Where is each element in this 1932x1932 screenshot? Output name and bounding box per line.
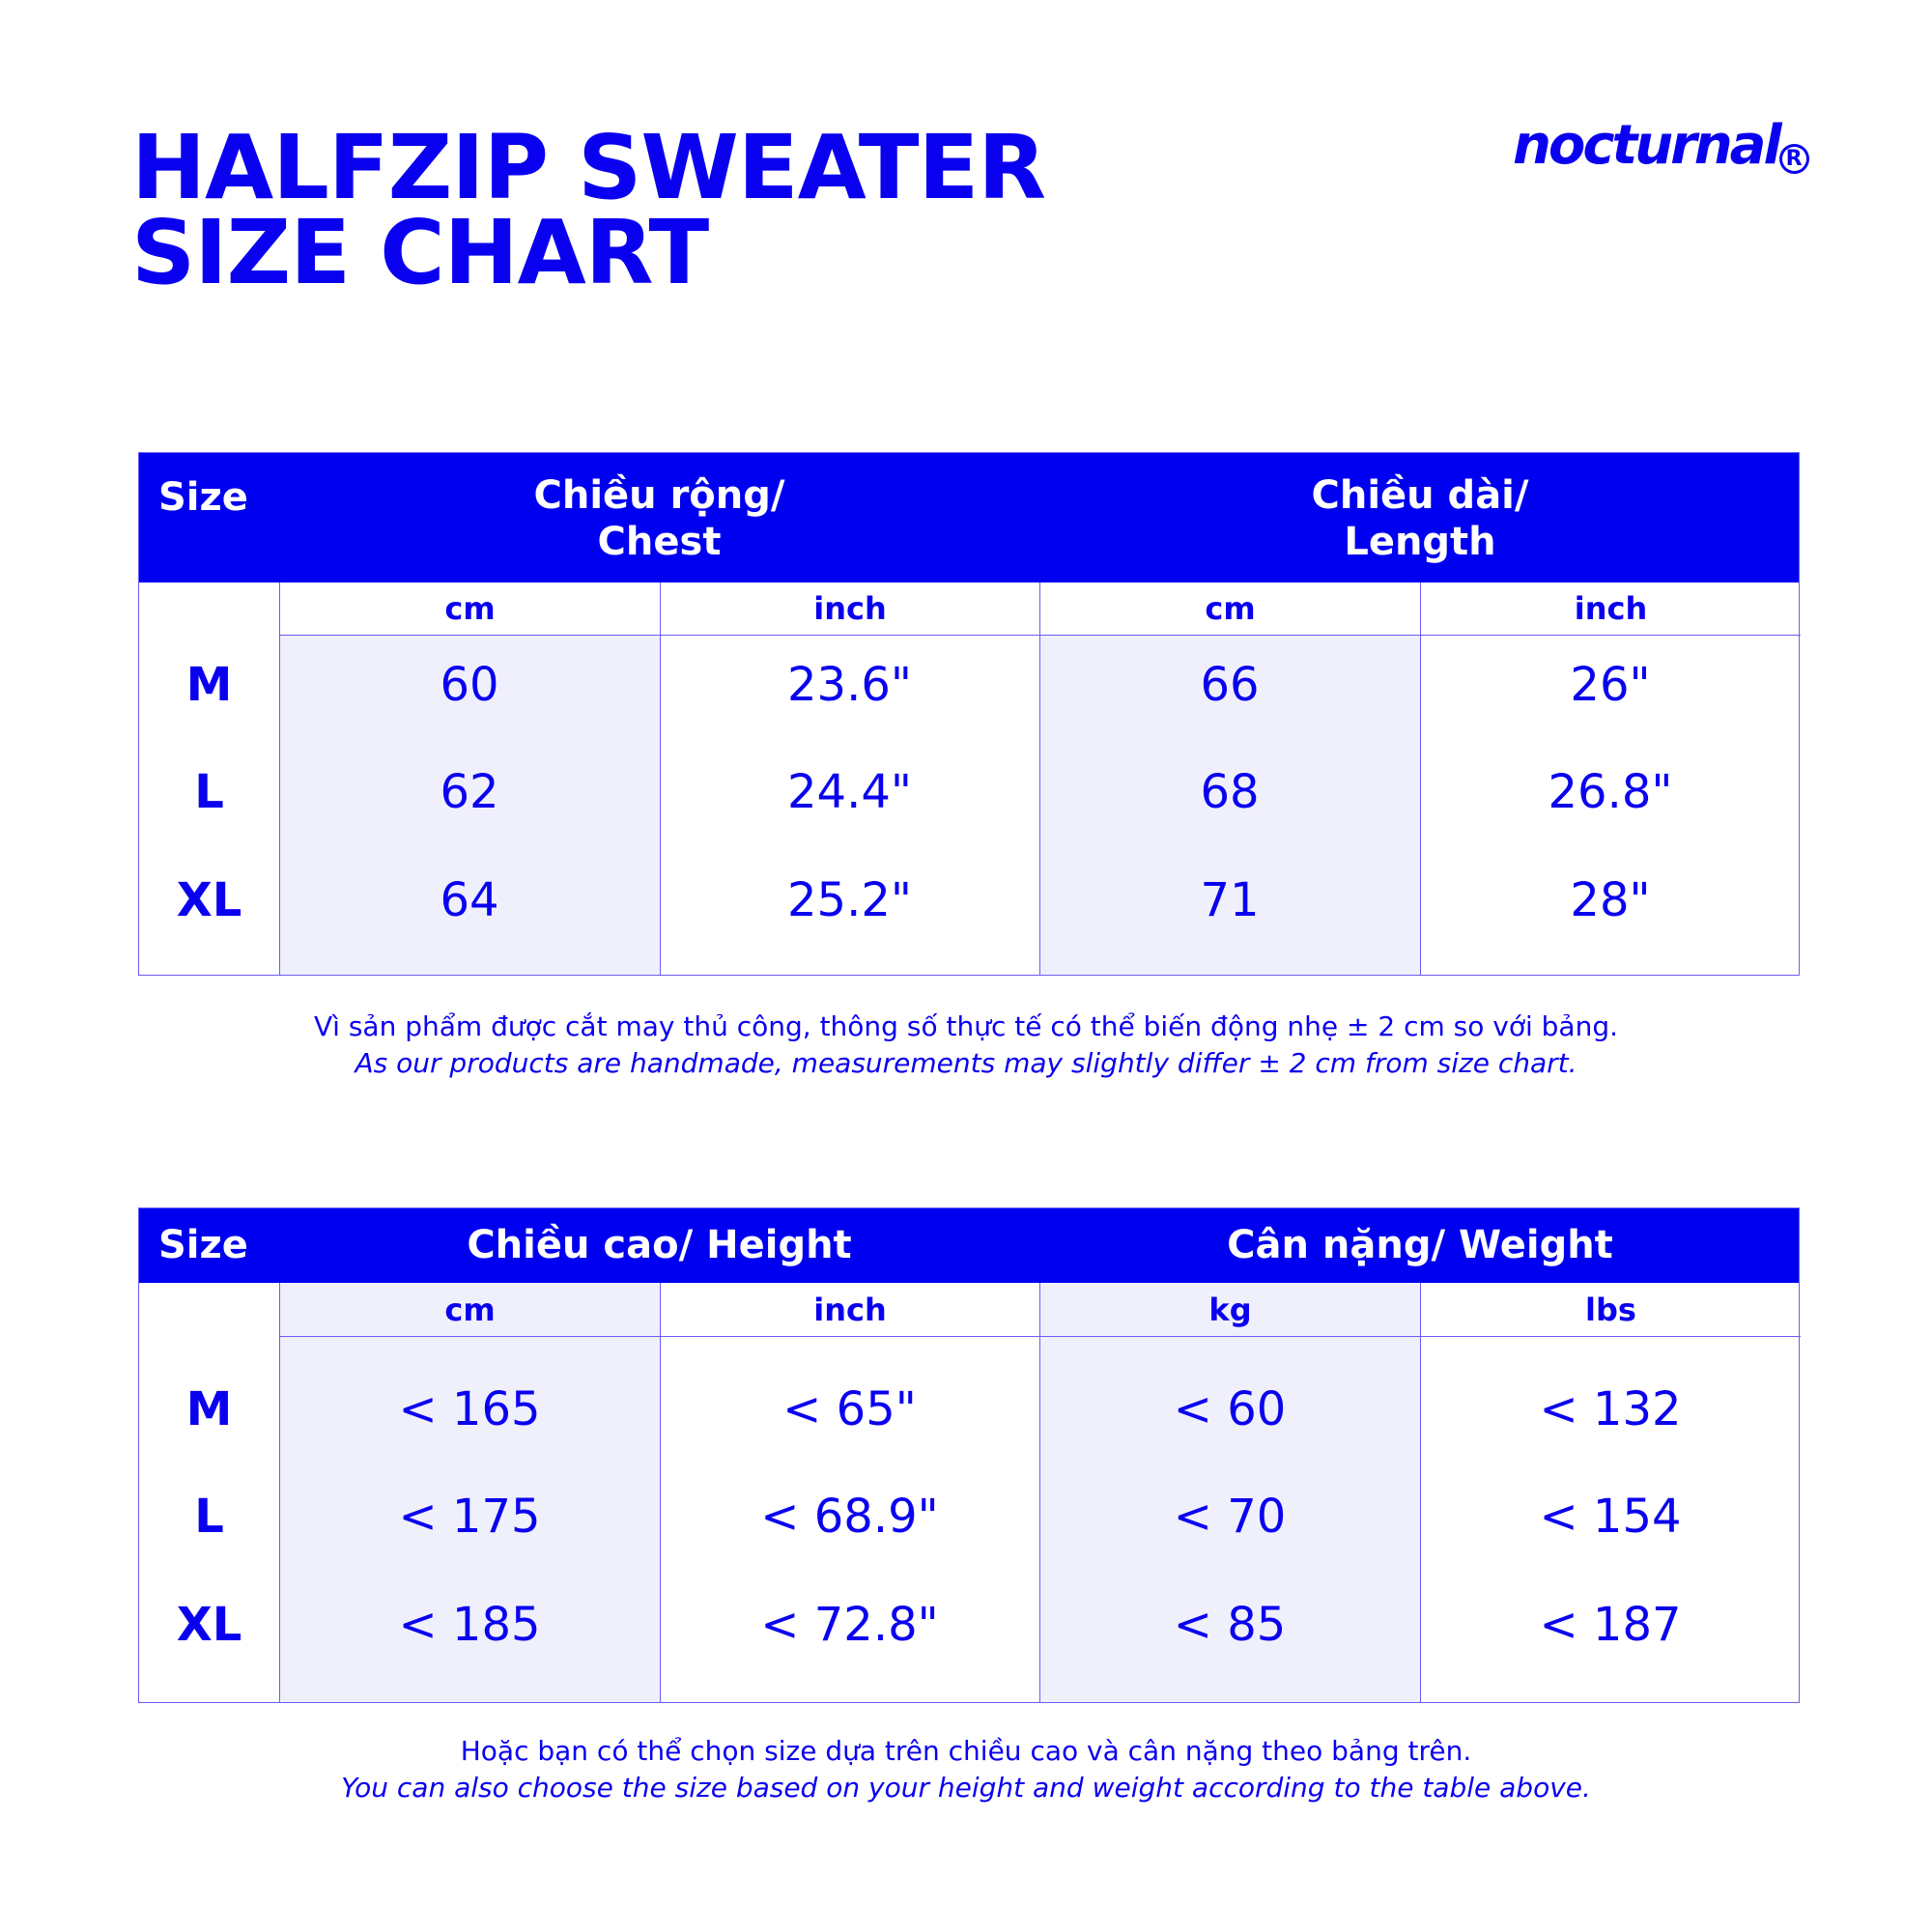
size-table-body: cm inch kg lbs Size Chiều cao/ Height Cân n… [138, 1208, 1801, 1703]
column-bg [660, 636, 1039, 975]
size-label: L [194, 1490, 224, 1544]
cell-value: 26" [1570, 658, 1651, 712]
brand-name: nocturnal [1513, 114, 1782, 177]
table-header: Size Chiều rộng/ Chest Chiều dài/ Length [139, 453, 1799, 582]
column-bg [660, 1283, 1039, 1702]
column-bg [1039, 1283, 1420, 1702]
unit-header: inch [1420, 582, 1801, 636]
column-bg [279, 1283, 660, 1702]
cell-value: < 70 [1173, 1490, 1287, 1544]
unit-header: inch [660, 1283, 1039, 1337]
unit-header: inch [660, 582, 1039, 636]
cell-value: < 72.8" [760, 1598, 939, 1652]
group-header: Chiều rộng/ Chest [533, 473, 785, 564]
size-label: M [185, 658, 233, 712]
size-label: M [185, 1382, 233, 1436]
cell-value: < 60 [1173, 1382, 1287, 1436]
cell-value: 71 [1200, 873, 1260, 927]
group-header: Chiều dài/ Length [1311, 473, 1529, 564]
page-title: HALFZIP SWEATER SIZE CHART [131, 116, 1046, 304]
column-bg [1039, 636, 1420, 975]
cell-value: 23.6" [787, 658, 912, 712]
column-bg [1420, 1283, 1801, 1702]
brand-logo: nocturnal R [1513, 114, 1809, 177]
table-header: Size Chiều cao/ Height Cân nặng/ Weight [139, 1208, 1799, 1283]
cell-value: < 185 [398, 1598, 541, 1652]
cell-value: 64 [440, 873, 499, 927]
cell-value: < 165 [398, 1382, 541, 1436]
title-line-1: HALFZIP SWEATER [131, 116, 1046, 219]
group-header: Chiều cao/ Height [467, 1223, 852, 1267]
registered-mark: R [1778, 144, 1809, 174]
note-en-2: You can also choose the size based on yo… [341, 1772, 1591, 1804]
unit-header: cm [1039, 582, 1420, 636]
cell-value: < 132 [1539, 1382, 1682, 1436]
cell-value: < 175 [398, 1490, 541, 1544]
note-vi-2: Hoặc bạn có thể chọn size dựa trên chiều… [460, 1735, 1472, 1767]
column-bg [1420, 636, 1801, 975]
unit-header: lbs [1420, 1283, 1801, 1337]
column-bg [279, 636, 660, 975]
cell-value: < 85 [1173, 1598, 1287, 1652]
group-header: Cân nặng/ Weight [1227, 1223, 1613, 1267]
cell-value: 68 [1200, 765, 1260, 819]
size-label: L [194, 765, 224, 819]
cell-value: < 154 [1539, 1490, 1682, 1544]
size-table-measurements: cm inch cm inch Size Chiều rộng/ Chest Chiề… [138, 452, 1801, 976]
unit-header: cm [279, 1283, 660, 1337]
size-header: Size [158, 1223, 248, 1267]
title-line-2: SIZE CHART [131, 201, 709, 304]
cell-value: 66 [1200, 658, 1260, 712]
unit-header: kg [1039, 1283, 1420, 1337]
note-en-1: As our products are handmade, measuremen… [355, 1047, 1577, 1079]
cell-value: 28" [1570, 873, 1651, 927]
cell-value: 25.2" [787, 873, 912, 927]
note-vi-1: Vì sản phẩm được cắt may thủ công, thông… [314, 1010, 1618, 1042]
unit-header: cm [279, 582, 660, 636]
cell-value: 26.8" [1548, 765, 1673, 819]
cell-value: 24.4" [787, 765, 912, 819]
size-label: XL [176, 1598, 242, 1652]
cell-value: < 65" [782, 1382, 917, 1436]
size-label: XL [176, 873, 242, 927]
size-header: Size [158, 475, 248, 520]
cell-value: < 68.9" [760, 1490, 939, 1544]
cell-value: < 187 [1539, 1598, 1682, 1652]
cell-value: 62 [440, 765, 499, 819]
cell-value: 60 [440, 658, 499, 712]
